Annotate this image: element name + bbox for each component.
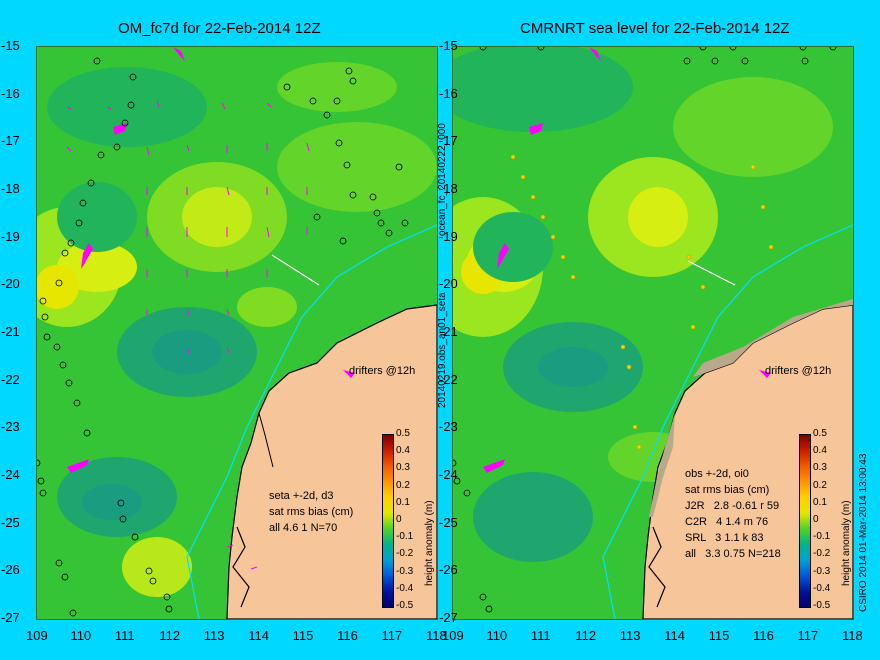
- y-tick-label: -23: [1, 419, 20, 435]
- y-tick-label: -19: [439, 228, 458, 244]
- y-tick-label: -17: [1, 133, 20, 149]
- y-tick-label: -19: [1, 228, 20, 244]
- y-tick-label: -24: [1, 467, 20, 482]
- y-tick-label: -20: [1, 276, 20, 292]
- x-tick-label: 115: [708, 628, 730, 643]
- right-map-svg: [453, 47, 853, 619]
- x-tick-label: 114: [248, 628, 269, 643]
- y-tick-label: -26: [1, 562, 20, 578]
- y-tick-label: -15: [1, 38, 20, 53]
- x-tick-label: 113: [203, 628, 225, 643]
- colorbar-tick-label: 0.4: [813, 445, 827, 457]
- left-map-svg: [37, 47, 437, 619]
- side-label-right: CSIRO 2014 01-Mar-2014 13:00:43: [858, 453, 869, 612]
- drifters-label-left: drifters @12h: [349, 365, 416, 377]
- x-tick-label: 111: [114, 628, 135, 643]
- y-tick-label: -20: [439, 276, 458, 292]
- left-stats-line2: sat rms bias (cm): [269, 506, 354, 518]
- colorbar-tick-label: -0.4: [396, 582, 414, 594]
- x-tick-label: 109: [26, 628, 48, 643]
- colorbar-tick-label: -0.5: [813, 600, 831, 611]
- colorbar-tick-label: 0.5: [396, 428, 410, 439]
- colorbar-tick-label: -0.1: [813, 531, 831, 543]
- right-stats-line5: SRL 3 1.1 k 83: [685, 532, 764, 544]
- right-stats-line4: C2R 4 1.4 m 76: [685, 516, 769, 528]
- right-stats-line1: obs +-2d, oi0: [685, 468, 749, 480]
- colorbar: [382, 434, 394, 608]
- colorbar-tick-label: 0: [396, 514, 402, 525]
- y-tick-label: -24: [439, 467, 458, 482]
- right-map-panel: drifters @12h obs +-2d, oi0 sat rms bias…: [452, 46, 854, 620]
- obs-circles-left: [37, 57, 409, 617]
- colorbar-tick-label: -0.3: [396, 565, 414, 577]
- y-tick-label: -16: [1, 85, 20, 101]
- x-tick-label: 117: [381, 628, 403, 643]
- x-tick-label: 110: [486, 628, 508, 643]
- right-stats-line6: all 3.3 0.75 N=218: [685, 548, 781, 560]
- right-chart-title: CMRNRT sea level for 22-Feb-2014 12Z: [520, 20, 790, 37]
- drifters-label-right: drifters @12h: [765, 365, 832, 377]
- colorbar: [799, 434, 811, 608]
- colorbar-tick-label: 0.2: [396, 479, 410, 491]
- x-tick-label: 117: [797, 628, 819, 643]
- colorbar-tick-label: -0.2: [813, 548, 831, 560]
- colorbar-label: height anomaly (m): [841, 500, 852, 586]
- y-tick-label: -22: [439, 371, 458, 387]
- obs-circles-right: [453, 47, 837, 613]
- y-tick-label: -21: [439, 324, 458, 339]
- x-tick-label: 111: [530, 628, 551, 643]
- altimeter-tracks-right: [510, 154, 774, 450]
- right-stats-line3: J2R 2.8 -0.61 r 59: [685, 500, 780, 512]
- y-tick-label: -25: [1, 514, 20, 530]
- x-tick-label: 116: [337, 628, 358, 643]
- side-label-top: ocean_fc_20140222_000: [437, 123, 448, 236]
- x-tick-label: 112: [575, 628, 597, 643]
- colorbar-tick-label: 0.3: [396, 462, 410, 474]
- left-stats-line3: all 4.6 1 N=70: [269, 522, 338, 534]
- x-tick-label: 113: [619, 628, 641, 643]
- y-tick-label: -26: [439, 562, 458, 578]
- x-tick-label: 114: [664, 628, 685, 643]
- colorbar-tick-label: 0.3: [813, 462, 827, 474]
- x-tick-label: 112: [159, 628, 181, 643]
- colorbar-tick-label: -0.1: [396, 531, 414, 543]
- colorbar-tick-label: 0.2: [813, 479, 827, 491]
- y-tick-label: -23: [439, 419, 458, 435]
- y-tick-label: -15: [439, 38, 458, 53]
- colorbar-tick-label: 0.1: [396, 496, 410, 508]
- side-label-mid: 20140219.obs_an01_seta: [437, 292, 448, 408]
- colorbar-tick-label: -0.5: [396, 600, 414, 611]
- colorbar-tick-label: -0.4: [813, 582, 831, 594]
- x-tick-label: 110: [70, 628, 92, 643]
- x-tick-label: 115: [292, 628, 314, 643]
- x-tick-label: 118: [842, 628, 863, 643]
- colorbar-tick-label: 0.4: [396, 445, 410, 457]
- y-tick-label: -21: [1, 324, 20, 339]
- velocity-arrows-left: [66, 100, 310, 570]
- y-tick-label: -17: [439, 133, 458, 149]
- y-tick-label: -27: [439, 610, 458, 625]
- y-tick-label: -16: [439, 85, 458, 101]
- x-tick-label: 118: [426, 628, 447, 643]
- y-tick-label: -18: [1, 181, 20, 196]
- left-map-panel: drifters @12h seta +-2d, d3 sat rms bias…: [36, 46, 438, 620]
- colorbar-tick-label: 0: [813, 514, 819, 525]
- left-stats-line1: seta +-2d, d3: [269, 490, 334, 502]
- colorbar-tick-label: -0.3: [813, 565, 831, 577]
- colorbar-tick-label: 0.5: [813, 428, 827, 439]
- y-tick-label: -18: [439, 181, 458, 196]
- colorbar-tick-label: -0.2: [396, 548, 414, 560]
- x-tick-label: 116: [753, 628, 774, 643]
- y-tick-label: -22: [1, 371, 20, 387]
- colorbar-label: height anomaly (m): [424, 500, 435, 586]
- right-stats-line2: sat rms bias (cm): [685, 484, 770, 496]
- y-tick-label: -25: [439, 514, 458, 530]
- y-tick-label: -27: [1, 610, 20, 625]
- colorbar-tick-label: 0.1: [813, 496, 827, 508]
- left-chart-title: OM_fc7d for 22-Feb-2014 12Z: [118, 20, 321, 37]
- x-tick-label: 109: [442, 628, 464, 643]
